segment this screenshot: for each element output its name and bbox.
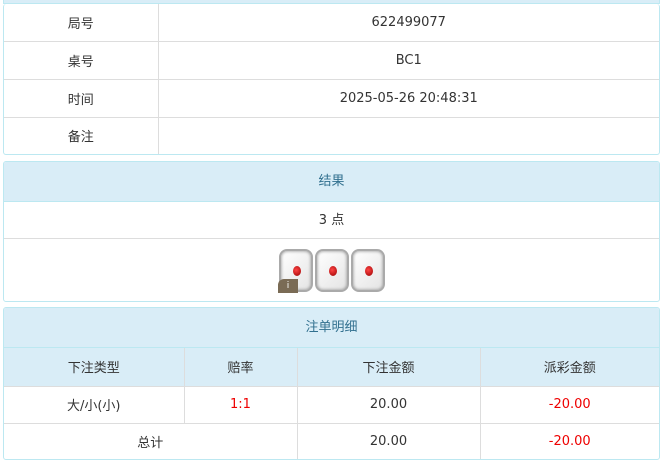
die-icon bbox=[350, 249, 385, 292]
row-table: 桌号 BC1 bbox=[4, 40, 659, 80]
label: 局号 bbox=[4, 4, 159, 42]
label: 备注 bbox=[4, 116, 159, 154]
total-payout: -20.00 bbox=[479, 422, 659, 459]
result-title: 结果 bbox=[4, 162, 659, 202]
col-header: 下注金额 bbox=[296, 348, 481, 387]
row-note: 备注 bbox=[4, 116, 659, 154]
label: 桌号 bbox=[4, 40, 159, 80]
value: 2025-05-26 20:48:31 bbox=[157, 78, 659, 118]
value bbox=[157, 116, 659, 154]
die-icon bbox=[314, 249, 349, 292]
odds: 1:1 bbox=[183, 385, 298, 424]
total-row: 总计 20.00 -20.00 bbox=[4, 422, 659, 459]
result-points: 3 点 bbox=[4, 202, 659, 239]
info-icon[interactable]: i bbox=[278, 279, 298, 293]
bet-details-panel: 注单明细 下注类型 赔率 下注金额 派彩金额 大/小(小) 1:1 20.00 … bbox=[3, 307, 660, 460]
row-time: 时间 2025-05-26 20:48:31 bbox=[4, 78, 659, 118]
payout: -20.00 bbox=[479, 385, 659, 424]
round-info-panel: 局号 622499077 桌号 BC1 时间 2025-05-26 20:48:31 … bbox=[3, 4, 660, 155]
row-round-id: 局号 622499077 bbox=[4, 4, 659, 42]
table-row: 大/小(小) 1:1 20.00 -20.00 bbox=[4, 385, 659, 424]
result-panel: 结果 3 点 bbox=[3, 161, 660, 302]
bet-amount: 20.00 bbox=[296, 385, 481, 424]
bets-header-row: 下注类型 赔率 下注金额 派彩金额 bbox=[4, 348, 659, 387]
bet-type: 大/小(小) bbox=[4, 385, 185, 424]
col-header: 派彩金额 bbox=[479, 348, 659, 387]
total-label: 总计 bbox=[4, 422, 298, 459]
dice-row bbox=[4, 239, 659, 301]
col-header: 赔率 bbox=[183, 348, 298, 387]
value: 622499077 bbox=[157, 4, 659, 42]
label: 时间 bbox=[4, 78, 159, 118]
bets-title: 注单明细 bbox=[4, 308, 659, 348]
top-strip bbox=[3, 0, 660, 4]
value: BC1 bbox=[157, 40, 659, 80]
col-header: 下注类型 bbox=[4, 348, 185, 387]
total-amount: 20.00 bbox=[296, 422, 481, 459]
